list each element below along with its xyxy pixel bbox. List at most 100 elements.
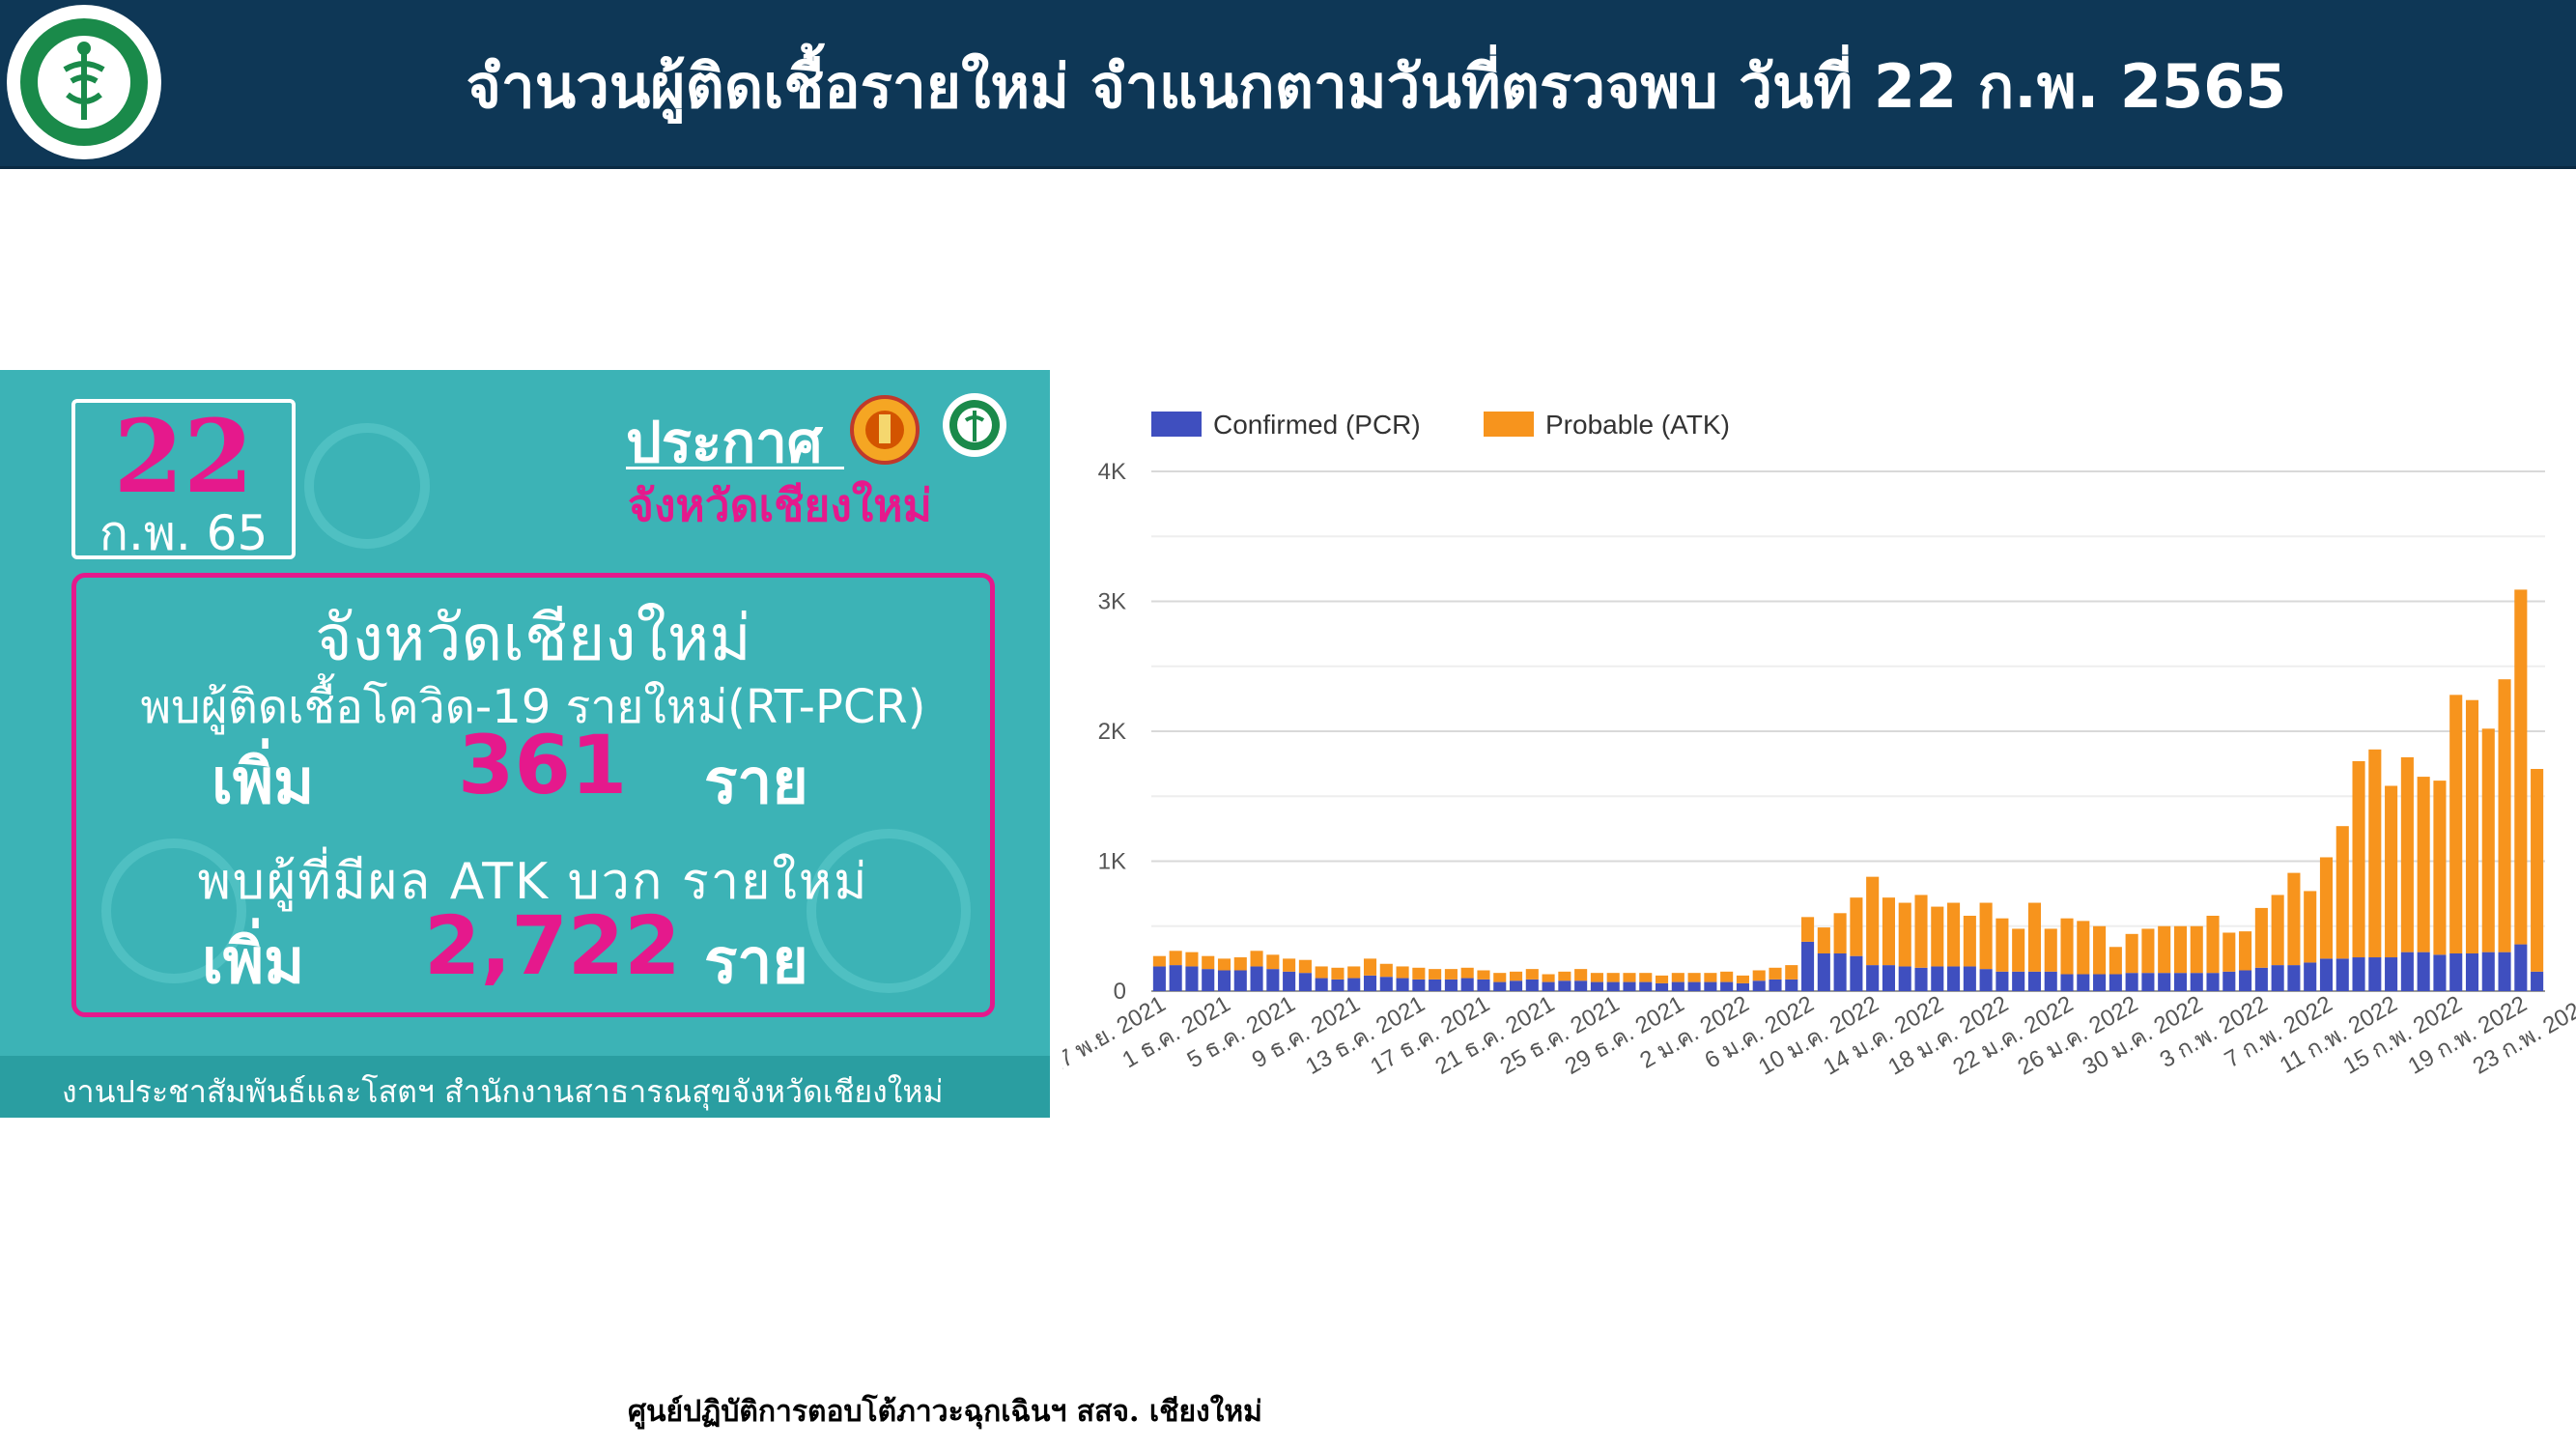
atk-value: 2,722 (424, 898, 681, 993)
bar-pcr-36 (1736, 982, 1749, 991)
bar-atk-29 (1623, 973, 1636, 982)
bar-pcr-67 (2239, 970, 2252, 991)
bar-atk-13 (1363, 958, 1377, 976)
chart-bars (1152, 589, 2544, 991)
bar-atk-8 (1283, 958, 1296, 972)
bar-atk-22 (1509, 971, 1523, 981)
bar-atk-27 (1590, 973, 1603, 982)
bar-atk-32 (1671, 973, 1684, 982)
bar-pcr-12 (1347, 978, 1361, 991)
bar-atk-3 (1202, 955, 1215, 970)
bar-pcr-35 (1720, 981, 1734, 991)
bar-atk-37 (1752, 970, 1766, 981)
bar-pcr-48 (1931, 966, 1944, 991)
bar-atk-66 (2222, 932, 2236, 972)
bar-pcr-23 (1525, 979, 1539, 991)
bar-atk-48 (1931, 906, 1944, 967)
bar-pcr-4 (1217, 970, 1231, 991)
bar-pcr-1 (1169, 965, 1182, 991)
bar-pcr-78 (2417, 952, 2430, 991)
bar-atk-15 (1396, 966, 1409, 979)
bar-atk-70 (2287, 872, 2301, 966)
bar-pcr-50 (1963, 966, 1976, 991)
bar-pcr-55 (2044, 971, 2057, 991)
header-bar: จำนวนผู้ติดเชื้อรายใหม่ จำแนกตามวันที่ตร… (0, 0, 2576, 169)
bar-atk-16 (1412, 967, 1426, 980)
bar-pcr-10 (1315, 978, 1328, 991)
bar-pcr-18 (1444, 979, 1458, 991)
bar-atk-25 (1558, 971, 1571, 981)
bar-pcr-21 (1493, 981, 1507, 991)
bar-pcr-68 (2254, 967, 2268, 991)
bar-atk-40 (1801, 917, 1815, 942)
bar-pcr-72 (2319, 958, 2334, 991)
bar-pcr-69 (2271, 965, 2284, 991)
bar-pcr-58 (2093, 974, 2107, 991)
bar-atk-35 (1720, 971, 1734, 982)
bar-atk-55 (2044, 928, 2057, 972)
bar-atk-64 (2190, 925, 2203, 974)
bar-atk-42 (1833, 913, 1847, 953)
pcr-value: 361 (458, 718, 628, 812)
bar-atk-31 (1655, 975, 1669, 983)
bar-atk-62 (2158, 925, 2171, 974)
bar-pcr-45 (1882, 965, 1895, 991)
bar-pcr-71 (2304, 962, 2317, 991)
bar-atk-63 (2173, 925, 2188, 974)
bar-pcr-16 (1412, 979, 1426, 991)
bar-atk-33 (1687, 973, 1701, 982)
bar-pcr-13 (1363, 975, 1377, 991)
bar-atk-79 (2433, 781, 2447, 955)
bar-pcr-83 (2498, 952, 2511, 991)
bar-pcr-42 (1833, 952, 1847, 991)
bar-atk-84 (2514, 589, 2528, 945)
date-day: 22 (113, 397, 254, 516)
bar-atk-36 (1736, 975, 1749, 983)
bar-pcr-76 (2385, 957, 2398, 991)
page-title: จำนวนผู้ติดเชื้อรายใหม่ จำแนกตามวันที่ตร… (466, 51, 2287, 122)
bar-atk-85 (2531, 769, 2544, 972)
bar-atk-68 (2254, 907, 2268, 968)
bar-pcr-20 (1477, 979, 1490, 991)
bar-atk-1 (1169, 951, 1182, 966)
bar-pcr-17 (1429, 979, 1442, 991)
bar-atk-59 (2109, 947, 2122, 975)
bar-pcr-29 (1623, 981, 1636, 991)
cases-chart: Confirmed (PCR) Probable (ATK) 01K2K3K4K … (1062, 410, 2576, 1081)
bar-pcr-57 (2077, 974, 2090, 991)
bar-pcr-19 (1460, 978, 1474, 991)
date-month: ก.พ. 65 (99, 505, 269, 561)
bar-atk-73 (2335, 826, 2349, 959)
chart-legend: Confirmed (PCR) Probable (ATK) (1151, 410, 1730, 440)
bar-pcr-24 (1542, 981, 1555, 991)
bar-atk-9 (1298, 959, 1312, 974)
announce-underline (626, 467, 844, 469)
bar-pcr-15 (1396, 978, 1409, 991)
bar-atk-30 (1639, 973, 1653, 982)
ministry-logo (7, 5, 161, 159)
bar-pcr-3 (1202, 969, 1215, 991)
atk-prefix: เพิ่ม (202, 926, 305, 998)
chart-grid: 0 1K 2K 3K 4K (1098, 459, 2545, 1005)
bar-atk-18 (1444, 969, 1458, 980)
bar-pcr-52 (1996, 971, 2009, 991)
bar-atk-43 (1850, 897, 1863, 956)
bar-atk-75 (2368, 749, 2382, 958)
bar-pcr-47 (1914, 967, 1928, 991)
bar-pcr-85 (2531, 971, 2544, 991)
bar-atk-72 (2319, 857, 2334, 959)
bar-pcr-0 (1152, 966, 1166, 991)
y-tick-label-2: 2K (1098, 719, 1126, 745)
bar-pcr-51 (1979, 969, 1993, 991)
bar-atk-6 (1250, 951, 1263, 967)
bar-atk-78 (2417, 777, 2430, 952)
legend-label-1: Probable (ATK) (1545, 410, 1730, 440)
bar-atk-50 (1963, 915, 1976, 967)
announcement-card: 22 ก.พ. 65 ประกาศ จังหวัดเชียงใหม่ จังหว… (0, 370, 1050, 1118)
bar-atk-76 (2385, 785, 2398, 958)
bar-pcr-6 (1250, 966, 1263, 991)
atk-unit: ราย (704, 926, 808, 998)
bar-pcr-79 (2433, 954, 2447, 991)
bar-atk-46 (1898, 902, 1911, 967)
y-tick-label-0: 0 (1114, 979, 1126, 1005)
